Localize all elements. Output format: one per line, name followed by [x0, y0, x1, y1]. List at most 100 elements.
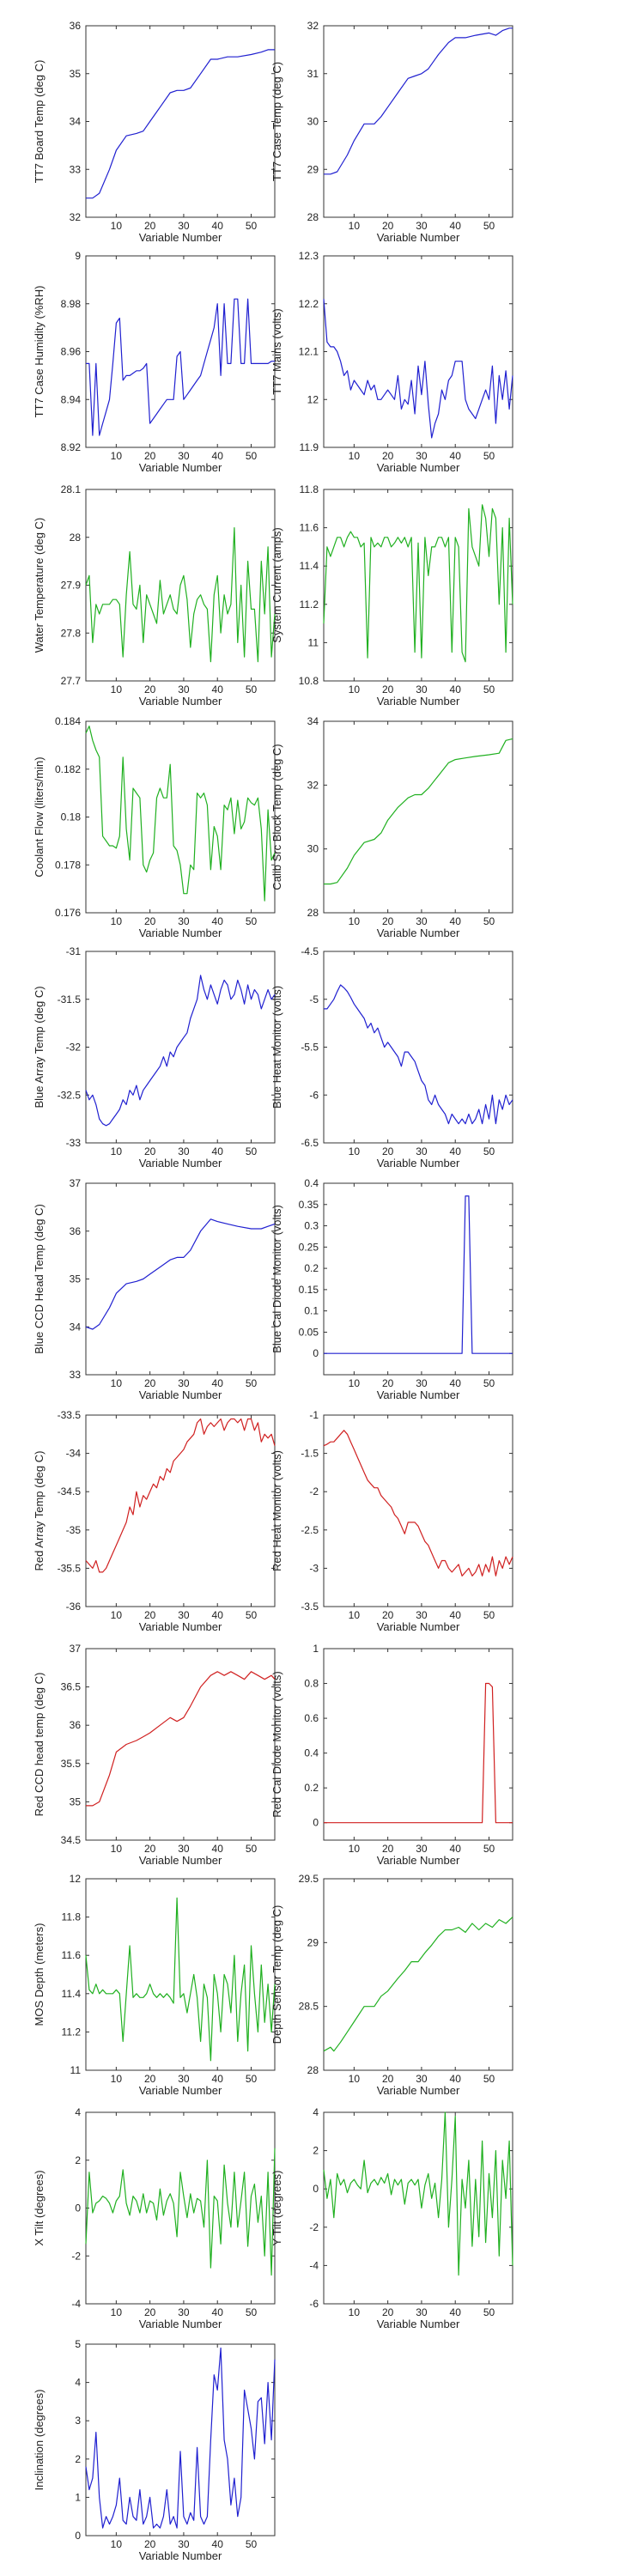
y-tick-label: 31	[307, 68, 319, 80]
axes-box	[323, 25, 513, 218]
y-tick-label: -35.5	[58, 1562, 82, 1574]
y-axis-label: Depth Sensor Temp (deg C)	[270, 1905, 283, 2044]
x-tick-label: 10	[349, 2073, 361, 2085]
x-tick-label: 30	[178, 2538, 190, 2550]
y-tick-label: 12.2	[299, 298, 319, 310]
x-axis-label: Variable Number	[139, 2549, 222, 2562]
y-tick-label: 37	[70, 1643, 82, 1655]
x-tick-label: 30	[178, 450, 190, 462]
x-tick-label: 50	[246, 450, 258, 462]
x-axis-label: Variable Number	[377, 1157, 460, 1170]
x-tick-label: 10	[349, 915, 361, 927]
x-tick-label: 40	[212, 220, 224, 232]
x-tick-label: 10	[349, 2306, 361, 2318]
series-line-1	[324, 738, 513, 885]
chart-panel-21: 10 20 30 40 50 0 1 2 3 4 5 Variable Number Inclinati…	[33, 2338, 276, 2562]
axes-box	[85, 720, 276, 914]
x-tick-label: 30	[178, 2073, 190, 2085]
x-tick-label: 50	[246, 683, 258, 696]
x-tick-label: 50	[483, 1377, 495, 1389]
x-tick-label: 30	[416, 683, 428, 696]
chart-panel-15: 10 20 30 40 50 34.5 35 35.5 36 36.5 37 Variable Num…	[33, 1643, 276, 1867]
x-tick-label: 10	[111, 450, 123, 462]
y-tick-label: 11.4	[62, 1988, 82, 2000]
y-tick-label: 28	[307, 2064, 319, 2076]
y-tick-label: 10.8	[299, 675, 319, 687]
y-axis-label: Blue Heat Monitor (volts)	[270, 986, 283, 1109]
y-axis-label: Coolant Flow (liters/min)	[33, 756, 46, 877]
series-line-1	[86, 1671, 276, 1807]
chart-panel-13: 10 20 30 40 50 -36 -35.5 -35 -34.5 -34 -33.5 Variab…	[33, 1409, 276, 1633]
x-tick-label: 20	[382, 1609, 394, 1621]
y-axis-label: Y Tilt (degrees)	[270, 2171, 283, 2246]
y-tick-label: 37	[70, 1177, 82, 1189]
axes-box	[85, 2343, 276, 2537]
x-tick-label: 30	[416, 1843, 428, 1855]
x-tick-label: 20	[382, 220, 394, 232]
y-tick-label: 35	[70, 68, 82, 80]
y-tick-label: -4.5	[301, 945, 319, 957]
x-tick-label: 10	[111, 1145, 123, 1157]
y-tick-label: 1	[313, 1643, 319, 1655]
y-tick-label: -3.5	[301, 1601, 319, 1613]
x-tick-label: 10	[349, 1609, 361, 1621]
x-tick-label: 10	[111, 2073, 123, 2085]
y-tick-label: 11.6	[62, 1949, 82, 1961]
chart-panel-12: 10 20 30 40 50 0 0.05 0.1 0.15 0.2 0.25 0.3 0.35 0.4 V…	[270, 1177, 513, 1401]
chart-panel-1: 10 20 30 40 50 32 33 34 35 36 Variable Number TT7 B…	[33, 20, 276, 244]
y-axis-label: X Tilt (degrees)	[33, 2170, 46, 2245]
x-axis-label: Variable Number	[139, 1388, 222, 1401]
y-tick-label: -33.5	[58, 1409, 82, 1421]
y-tick-label: -35	[66, 1524, 82, 1536]
chart-panel-16: 10 20 30 40 50 0 0.2 0.4 0.6 0.8 1 Variable Number R…	[270, 1643, 513, 1867]
x-tick-label: 40	[212, 2073, 224, 2085]
y-tick-label: 32	[307, 779, 319, 791]
y-tick-label: 28	[307, 907, 319, 919]
x-axis-label: Variable Number	[377, 2318, 460, 2330]
y-axis-label: TT7 Case Temp (deg C)	[270, 62, 283, 181]
y-tick-label: 27.9	[61, 580, 82, 592]
x-tick-label: 20	[144, 2538, 156, 2550]
axes-box	[85, 1414, 276, 1607]
x-tick-label: 20	[144, 1843, 156, 1855]
x-tick-label: 20	[144, 1145, 156, 1157]
y-tick-label: 8.98	[61, 298, 82, 310]
x-tick-label: 30	[416, 915, 428, 927]
x-tick-label: 20	[382, 1377, 394, 1389]
y-tick-label: -2.5	[301, 1524, 319, 1536]
x-tick-label: 10	[111, 1843, 123, 1855]
y-tick-label: 29.5	[299, 1873, 319, 1885]
y-tick-label: 27.8	[61, 627, 82, 639]
x-tick-label: 20	[382, 1843, 394, 1855]
y-axis-label: Calib Src Block Temp (deg C)	[270, 744, 283, 890]
y-tick-label: 11.8	[62, 1911, 82, 1923]
x-tick-label: 20	[382, 683, 394, 696]
y-axis-label: TT7 Case Humidity (%RH)	[33, 286, 46, 418]
x-tick-label: 10	[111, 915, 123, 927]
axes-box	[323, 1648, 513, 1841]
y-tick-label: 8.96	[61, 346, 82, 358]
x-tick-label: 10	[111, 1609, 123, 1621]
x-tick-label: 50	[483, 1145, 495, 1157]
y-tick-label: 28	[307, 211, 319, 223]
y-tick-label: 34	[307, 715, 319, 727]
y-tick-label: -33	[66, 1137, 82, 1149]
x-tick-label: 50	[246, 220, 258, 232]
x-tick-label: 20	[144, 683, 156, 696]
y-tick-label: 36	[70, 1719, 82, 1731]
x-tick-label: 20	[144, 2073, 156, 2085]
y-tick-label: 0.18	[61, 811, 82, 823]
chart-panel-2: 10 20 30 40 50 28 29 30 31 32 Variable Number TT7 C…	[270, 20, 513, 244]
chart-panel-5: 10 20 30 40 50 27.7 27.8 27.9 28 28.1 Variable Num…	[33, 483, 276, 708]
series-line-1	[85, 526, 276, 663]
y-tick-label: 36	[70, 20, 82, 32]
y-axis-label: Water Temperature (deg C)	[33, 518, 46, 653]
x-tick-label: 20	[382, 1145, 394, 1157]
axes-box	[85, 1878, 276, 2071]
x-tick-label: 50	[246, 2306, 258, 2318]
y-tick-label: 36	[70, 1225, 82, 1237]
x-tick-label: 40	[450, 683, 462, 696]
y-tick-label: 4	[75, 2106, 81, 2118]
y-tick-label: 0.176	[55, 907, 81, 919]
